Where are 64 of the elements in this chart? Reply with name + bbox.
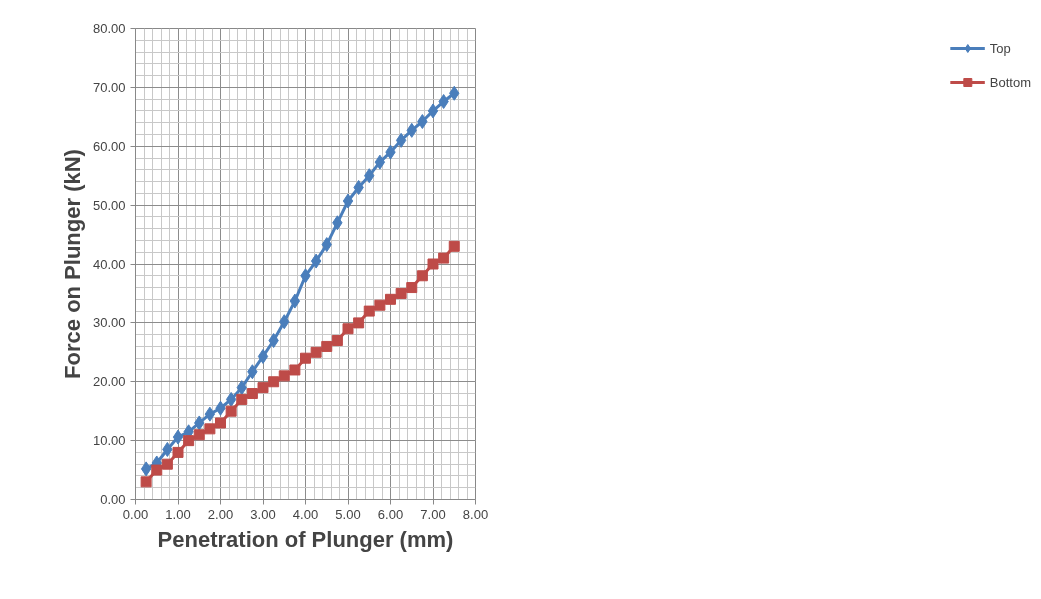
- point: [310, 346, 322, 358]
- y-tick-label: 40.00: [92, 256, 126, 272]
- y-tick-label: 50.00: [92, 197, 126, 213]
- point: [172, 446, 184, 458]
- point: [438, 252, 450, 264]
- point: [321, 340, 333, 352]
- point: [427, 103, 439, 119]
- x-tick-label: 2.00: [207, 506, 234, 522]
- point: [246, 388, 258, 400]
- y-tick-label: 30.00: [92, 315, 126, 331]
- point: [225, 405, 237, 417]
- point: [331, 335, 343, 347]
- point: [193, 429, 205, 441]
- point: [374, 299, 386, 311]
- y-tick-label: 20.00: [92, 374, 126, 390]
- x-tick-label: 6.00: [377, 506, 404, 522]
- x-tick-label: 5.00: [335, 506, 361, 522]
- point: [416, 270, 428, 282]
- x-tick-label: 0.00: [122, 506, 149, 522]
- y-tick-label: 70.00: [92, 79, 126, 95]
- point: [300, 352, 311, 364]
- x-tick-label: 1.00: [165, 506, 191, 522]
- point: [215, 417, 226, 429]
- point: [406, 282, 418, 294]
- point: [353, 317, 365, 329]
- x-axis-title: Penetration of Plunger (mm): [157, 526, 454, 552]
- point: [289, 364, 301, 376]
- legend-label: Bottom: [989, 74, 1031, 90]
- point: [342, 193, 354, 209]
- point: [448, 240, 460, 252]
- point: [140, 461, 152, 477]
- legend-label: Top: [989, 40, 1011, 56]
- point: [289, 293, 301, 309]
- point: [395, 287, 407, 299]
- point: [268, 376, 280, 388]
- point: [161, 458, 173, 470]
- point: [374, 154, 386, 170]
- y-tick-label: 0.00: [100, 492, 126, 507]
- point: [236, 393, 248, 405]
- point: [427, 258, 439, 270]
- y-tick-label: 60.00: [92, 138, 126, 154]
- y-tick-label: 10.00: [92, 433, 126, 449]
- point: [204, 423, 216, 435]
- point: [151, 464, 163, 476]
- point: [438, 94, 449, 109]
- y-axis-title: Force on Plunger (kN): [59, 149, 85, 379]
- point: [225, 391, 237, 407]
- point: [385, 293, 396, 305]
- x-tick-label: 4.00: [292, 506, 319, 522]
- point: [310, 253, 322, 269]
- point: [257, 382, 269, 394]
- point: [172, 429, 184, 445]
- x-tick-label: 7.00: [420, 506, 446, 522]
- point: [278, 370, 290, 382]
- x-tick-label: 8.00: [462, 506, 489, 522]
- point: [140, 476, 152, 488]
- point: [204, 406, 216, 422]
- y-tick-label: 80.00: [92, 21, 126, 36]
- point: [363, 305, 375, 317]
- point: [395, 132, 407, 148]
- x-tick-label: 3.00: [250, 506, 276, 522]
- point: [257, 348, 269, 364]
- point: [342, 323, 354, 335]
- point: [183, 435, 195, 447]
